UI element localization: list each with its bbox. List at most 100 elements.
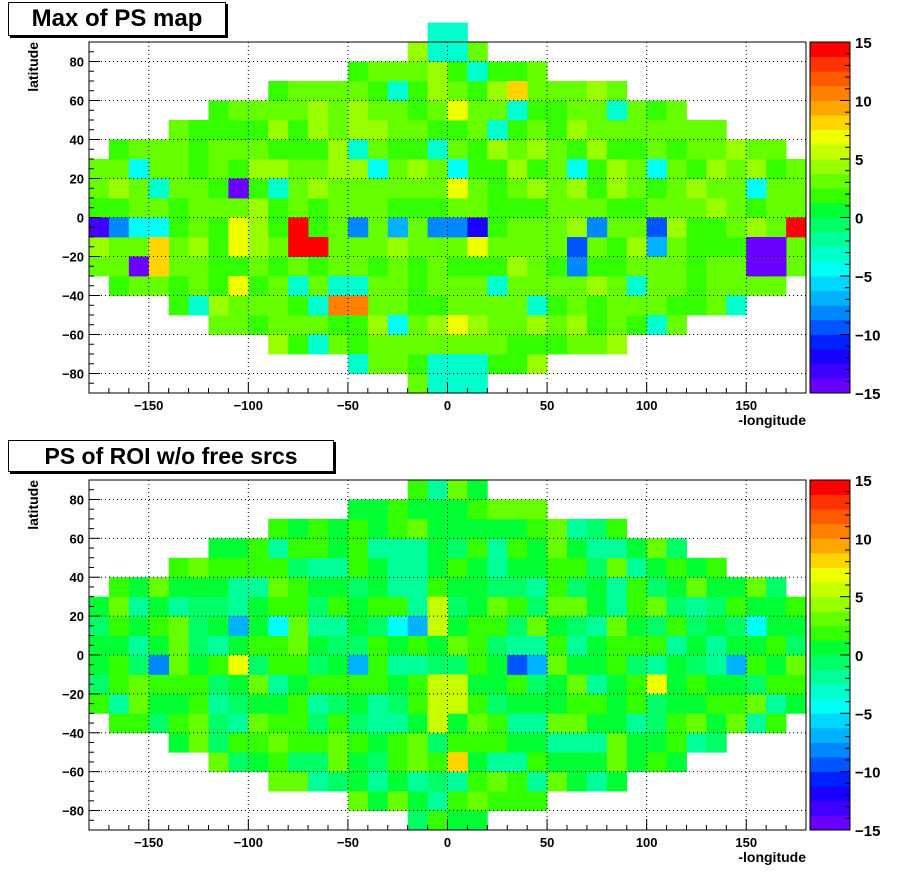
heatmap-cell — [367, 713, 389, 734]
heatmap-cell — [347, 61, 369, 82]
heatmap-cell — [447, 577, 468, 598]
heatmap-cell — [268, 120, 289, 140]
heatmap-cell — [407, 334, 428, 355]
heatmap-cell — [567, 771, 588, 792]
heatmap-cell — [646, 100, 667, 121]
heatmap-cell — [347, 120, 369, 140]
heatmap-cell — [288, 81, 309, 101]
heatmap-cell — [328, 159, 349, 179]
heatmap-cell — [128, 256, 150, 277]
heatmap-cell — [288, 693, 309, 714]
heatmap-cell — [288, 217, 309, 238]
heatmap-cell — [188, 295, 209, 316]
heatmap-cell — [666, 655, 687, 675]
heatmap-cell — [467, 276, 488, 296]
heatmap-cell — [228, 276, 249, 296]
heatmap-cell — [447, 120, 468, 140]
heatmap-cell — [248, 752, 269, 773]
heatmap-cell — [487, 334, 508, 355]
heatmap-cell — [666, 120, 687, 140]
heatmap-cell — [168, 159, 189, 179]
heatmap-cell — [387, 139, 409, 160]
heatmap-cell — [347, 256, 369, 277]
heatmap-cell — [567, 315, 588, 335]
heatmap-cell — [128, 655, 150, 675]
heatmap-cell — [89, 159, 110, 179]
heatmap-cell — [168, 178, 189, 199]
heatmap-cell — [228, 752, 249, 773]
heatmap-cell — [288, 198, 309, 218]
heatmap-cell — [547, 538, 568, 559]
heatmap-cell — [308, 315, 329, 335]
heatmap-cell — [228, 217, 249, 238]
heatmap-cell — [148, 674, 170, 695]
heatmap-cell — [427, 334, 448, 355]
heatmap-cell — [487, 616, 508, 636]
heatmap-cell — [487, 217, 508, 238]
heatmap-cell — [507, 499, 528, 520]
heatmap-cell — [188, 577, 209, 598]
heatmap-cell — [308, 577, 329, 598]
heatmap-cell — [407, 538, 428, 559]
heatmap-cell — [646, 713, 667, 734]
heatmap-cell — [268, 596, 289, 617]
heatmap-cell — [328, 256, 349, 277]
heatmap-cell — [427, 557, 448, 578]
heatmap-cell — [108, 237, 130, 257]
heatmap-cell — [646, 674, 667, 695]
heatmap-cell — [208, 276, 229, 296]
color-scale-step — [810, 261, 850, 277]
heatmap-cell — [148, 276, 170, 296]
heatmap-cell — [606, 139, 628, 160]
heatmap-cell — [188, 237, 209, 257]
heatmap-cell — [248, 237, 269, 257]
heatmap-cell — [726, 635, 747, 656]
color-scale-label: −5 — [855, 706, 872, 723]
heatmap-cell — [168, 616, 189, 636]
heatmap-cell — [487, 139, 508, 160]
heatmap-cell — [407, 655, 428, 675]
heatmap-cell — [586, 771, 608, 792]
heatmap-cell — [427, 577, 448, 598]
heatmap-cell — [527, 752, 548, 773]
heatmap-cell — [328, 81, 349, 101]
heatmap-cell — [268, 178, 289, 199]
heatmap-cell — [666, 616, 687, 636]
heatmap-cell — [666, 752, 687, 773]
heatmap-cell — [268, 635, 289, 656]
heatmap-cell — [407, 139, 428, 160]
heatmap-cell — [447, 499, 468, 520]
heatmap-cell — [387, 557, 409, 578]
heatmap-cell — [547, 334, 568, 355]
heatmap-cell — [308, 518, 329, 539]
heatmap-cell — [347, 732, 369, 753]
heatmap-cell — [507, 693, 528, 714]
heatmap-cell — [606, 596, 628, 617]
heatmap-cell — [407, 100, 428, 121]
heatmap-cell — [188, 178, 209, 199]
heatmap-cell — [467, 198, 488, 218]
heatmap-cell — [188, 256, 209, 277]
heatmap-cell — [507, 198, 528, 218]
heatmap-cell — [288, 139, 309, 160]
heatmap-cell — [586, 81, 608, 101]
heatmap-cell — [128, 198, 150, 218]
heatmap-cell — [567, 557, 588, 578]
heatmap-cell — [188, 635, 209, 656]
y-tick-label: 20 — [70, 172, 84, 187]
heatmap-cell — [228, 139, 249, 160]
heatmap-cell — [427, 178, 448, 199]
heatmap-cell — [626, 577, 648, 598]
heatmap-cell — [606, 635, 628, 656]
heatmap-cell — [427, 315, 448, 335]
heatmap-cell — [108, 713, 130, 734]
heatmap-cell — [367, 178, 389, 199]
heatmap-cell — [427, 139, 448, 160]
heatmap-cell — [527, 334, 548, 355]
heatmap-cell — [407, 810, 428, 831]
heatmap-cell — [666, 295, 687, 316]
heatmap-cell — [387, 518, 409, 539]
heatmap-cell — [527, 159, 548, 179]
y-tick-label: −40 — [62, 289, 84, 304]
heatmap-cell — [606, 81, 628, 101]
